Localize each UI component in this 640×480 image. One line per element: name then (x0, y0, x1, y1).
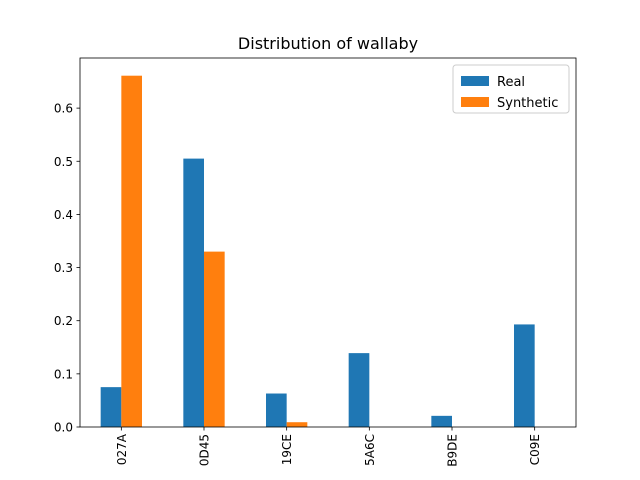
legend-swatch-synthetic (461, 97, 489, 107)
bar-real-19ce (266, 393, 287, 427)
x-tick-label: 027A (115, 433, 129, 465)
legend-label-synthetic: Synthetic (497, 96, 558, 111)
axes-layer: 0.0 0.1 0.2 0.3 0.4 0.5 0.6 027A 0D45 19CE 5A6C B9D… (54, 57, 577, 467)
bar-synthetic-027a (121, 75, 142, 427)
y-tick-label: 0.4 (54, 208, 73, 222)
legend: Real Synthetic (452, 64, 570, 114)
bar-real-027a (100, 387, 122, 427)
y-tick-label: 0.1 (54, 367, 73, 381)
y-tick-label: 0.3 (54, 261, 73, 275)
bars-layer (100, 75, 535, 428)
y-tick-label: 0.2 (54, 314, 73, 328)
bar-real-0d45 (183, 158, 204, 428)
x-tick-label: C09E (528, 434, 542, 465)
bar-real-b9de (431, 415, 452, 427)
legend-label-real: Real (497, 75, 525, 90)
chart-title: Distribution of wallaby (238, 34, 418, 53)
x-tick-label: 5A6C (363, 434, 377, 466)
bar-real-5a6c (348, 353, 370, 427)
bar-real-c09e (514, 324, 535, 427)
x-tick-label: B9DE (446, 434, 460, 467)
bar-synthetic-0d45 (204, 251, 225, 427)
y-tick-label: 0.5 (54, 155, 73, 169)
y-tick-label: 0.6 (54, 102, 73, 116)
x-tick-label: 19CE (280, 434, 294, 465)
x-tick-label: 0D45 (198, 434, 212, 466)
y-tick-label: 0.0 (54, 421, 73, 435)
legend-swatch-real (461, 76, 489, 86)
bar-synthetic-19ce (286, 422, 308, 427)
axes-frame (79, 57, 577, 428)
